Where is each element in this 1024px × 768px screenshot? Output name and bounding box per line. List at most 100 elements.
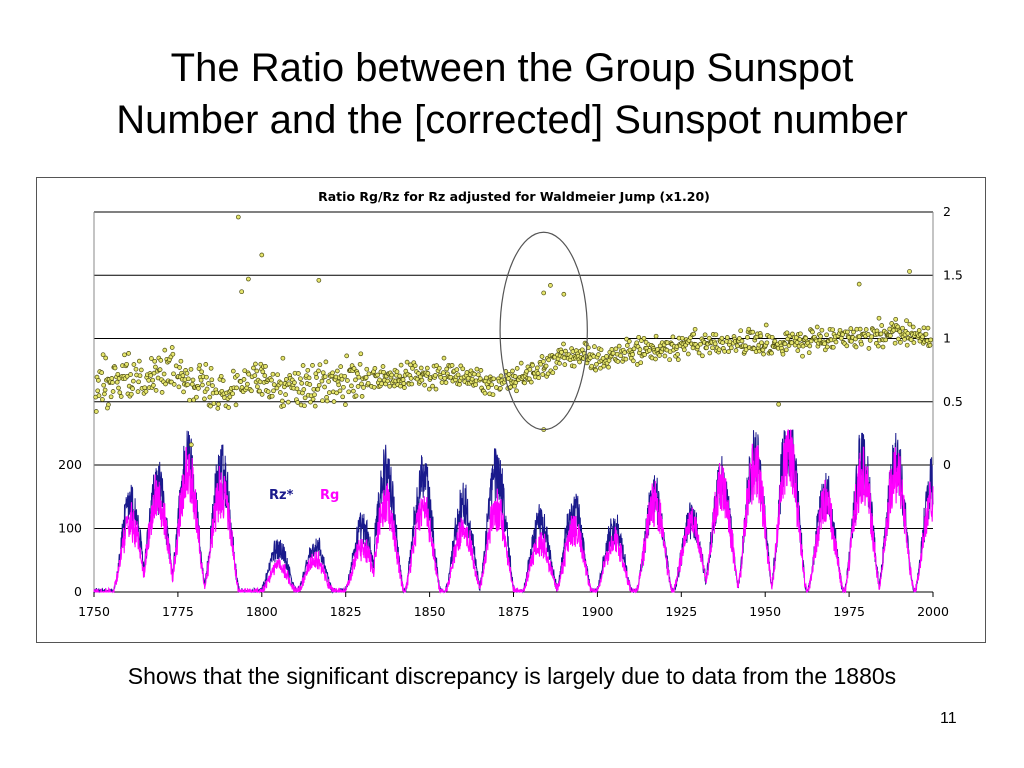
chart-title: Ratio Rg/Rz for Rz adjusted for Waldmeie…: [318, 189, 710, 204]
scatter-point: [361, 385, 366, 390]
scatter-point: [592, 344, 597, 349]
scatter-point: [171, 371, 176, 377]
scatter-point: [536, 375, 542, 381]
scatter-point: [143, 389, 149, 394]
scatter-point: [342, 373, 348, 379]
scatter-point: [292, 380, 297, 385]
scatter-outlier-point-7: [561, 291, 567, 297]
scatter-point: [514, 366, 520, 371]
chart-frame: Ratio Rg/Rz for Rz adjusted for Waldmeie…: [36, 177, 986, 643]
scatter-point: [626, 339, 632, 344]
right-y-tick-label-2: 2: [943, 204, 951, 219]
scatter-point: [343, 402, 348, 407]
scatter-point: [798, 331, 803, 337]
scatter-point: [338, 364, 344, 369]
scatter-outlier-point-2: [246, 276, 251, 282]
scatter-point: [308, 399, 313, 405]
scatter-point: [365, 380, 371, 386]
scatter-point: [402, 385, 407, 390]
scatter-point: [331, 399, 337, 404]
scatter-point: [257, 379, 263, 385]
scatter-point: [249, 388, 254, 394]
scatter-point: [218, 373, 224, 379]
scatter-point: [596, 352, 601, 357]
scatter-point: [618, 353, 623, 359]
scatter-point: [485, 385, 491, 390]
scatter-point: [840, 332, 846, 337]
scatter-point: [184, 370, 190, 376]
scatter-point: [204, 386, 210, 392]
scatter-point: [888, 333, 893, 338]
scatter-point: [300, 363, 306, 368]
scatter-point: [535, 371, 541, 376]
scatter-point: [234, 385, 239, 391]
scatter-point: [319, 378, 325, 384]
scatter-point: [543, 363, 549, 369]
scatter-point: [320, 398, 325, 404]
scatter-point: [426, 386, 432, 392]
scatter-point: [199, 369, 205, 375]
scatter-point: [324, 398, 330, 404]
scatter-point: [927, 342, 933, 348]
scatter-point: [849, 338, 854, 344]
slide-title-line-2: Number and the [corrected] Sunspot numbe…: [116, 98, 908, 142]
scatter-point: [299, 380, 305, 386]
scatter-point: [257, 388, 262, 394]
scatter-point: [96, 378, 101, 383]
scatter-point: [196, 386, 201, 391]
scatter-point: [853, 344, 859, 350]
scatter-point: [169, 345, 175, 350]
tick-labels: 1750 1775 1800 1825 1850 1875 1900 1925 1950 1975…: [58, 204, 963, 619]
scatter-point: [418, 365, 424, 371]
scatter-point: [530, 362, 535, 368]
scatter-point: [326, 390, 332, 395]
scatter-point: [761, 351, 766, 357]
scatter-point: [322, 374, 328, 380]
scatter-point: [136, 358, 142, 364]
scatter-point: [539, 354, 545, 359]
scatter-point: [637, 347, 643, 352]
scatter-point: [598, 347, 604, 353]
scatter-point: [712, 341, 718, 347]
scatter-point: [204, 374, 209, 380]
scatter-point: [246, 371, 252, 377]
scatter-point: [562, 362, 568, 367]
scatter-point: [355, 384, 361, 389]
scatter-point: [589, 363, 595, 369]
scatter-point: [148, 373, 154, 378]
x-tick-label-1850: 1850: [414, 604, 446, 619]
scatter-point: [337, 388, 343, 394]
scatter-point: [460, 366, 466, 372]
scatter-outlier-point-3: [239, 289, 245, 295]
scatter-point: [336, 382, 342, 388]
scatter-point: [398, 383, 403, 389]
slide-title-line-1: The Ratio between the Group Sunspot: [170, 46, 854, 90]
scatter-point: [540, 372, 546, 377]
scatter-point: [893, 316, 899, 322]
scatter-point: [518, 360, 524, 366]
scatter-point: [215, 406, 221, 411]
scatter-point: [722, 349, 727, 354]
scatter-point: [351, 388, 356, 394]
scatter-point: [875, 343, 881, 349]
scatter-point: [630, 352, 635, 357]
scatter-point: [837, 327, 843, 333]
scatter-point: [314, 375, 319, 380]
scatter-point: [137, 373, 143, 379]
scatter-point: [135, 389, 141, 394]
scatter-point: [455, 372, 461, 378]
scatter-point: [430, 383, 435, 389]
scatter-point: [692, 326, 698, 332]
scatter-point: [878, 331, 884, 337]
scatter-point: [818, 334, 823, 339]
scatter-point: [404, 359, 410, 365]
scatter-point: [380, 364, 386, 369]
scatter-point: [158, 358, 164, 363]
scatter-point: [241, 377, 247, 382]
scatter-point: [279, 398, 285, 404]
scatter-point: [254, 368, 260, 374]
scatter-point: [108, 394, 114, 400]
right-y-tick-label-0: 0: [943, 457, 951, 472]
scatter-point: [598, 365, 603, 371]
scatter-point: [865, 332, 871, 337]
